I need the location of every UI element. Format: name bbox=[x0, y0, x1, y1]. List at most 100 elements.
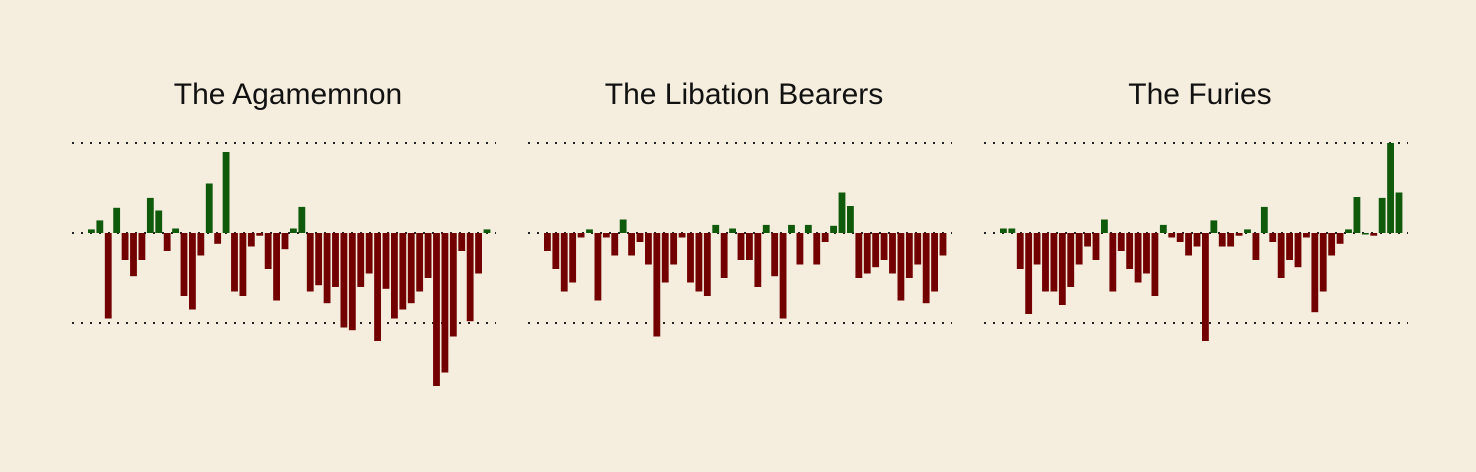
bar-0-41 bbox=[433, 233, 440, 386]
bar-2-14 bbox=[1117, 233, 1125, 251]
bar-1-35 bbox=[838, 192, 846, 233]
bar-0-33 bbox=[365, 233, 373, 274]
bar-0-12 bbox=[189, 233, 196, 310]
bar-1-15 bbox=[670, 233, 678, 265]
bar-1-8 bbox=[611, 233, 619, 256]
bar-0-47 bbox=[483, 229, 491, 233]
bar-0-30 bbox=[340, 233, 348, 328]
bar-1-18 bbox=[695, 233, 703, 292]
bar-1-3 bbox=[569, 233, 577, 283]
bar-0-37 bbox=[399, 233, 407, 310]
bar-1-2 bbox=[560, 233, 568, 292]
bar-2-42 bbox=[1353, 197, 1361, 233]
bar-0-24 bbox=[290, 228, 297, 233]
bar-2-9 bbox=[1075, 233, 1083, 265]
bar-0-10 bbox=[172, 228, 179, 233]
bar-0-31 bbox=[348, 233, 356, 331]
bar-1-45 bbox=[922, 233, 930, 304]
bar-2-34 bbox=[1286, 233, 1293, 260]
bar-2-24 bbox=[1202, 233, 1209, 341]
bar-0-20 bbox=[256, 233, 264, 236]
bar-1-28 bbox=[779, 233, 787, 319]
bar-0-8 bbox=[155, 210, 163, 233]
bar-2-35 bbox=[1294, 233, 1302, 268]
bar-2-10 bbox=[1084, 233, 1091, 247]
bar-1-38 bbox=[863, 233, 871, 274]
bar-2-32 bbox=[1269, 233, 1277, 242]
bar-1-39 bbox=[872, 233, 880, 268]
bar-1-13 bbox=[653, 233, 661, 337]
bar-0-15 bbox=[214, 233, 222, 244]
bar-0-26 bbox=[306, 233, 314, 292]
bar-0-35 bbox=[382, 233, 390, 289]
bar-0-22 bbox=[273, 233, 280, 301]
bar-2-6 bbox=[1050, 233, 1058, 292]
bar-0-38 bbox=[407, 233, 415, 304]
bar-2-37 bbox=[1311, 233, 1319, 313]
bar-1-46 bbox=[931, 233, 938, 292]
bar-0-16 bbox=[222, 152, 230, 233]
bar-1-10 bbox=[628, 233, 635, 256]
bar-0-6 bbox=[138, 233, 146, 260]
bar-2-7 bbox=[1058, 233, 1066, 305]
bar-0-39 bbox=[416, 233, 424, 292]
bar-2-15 bbox=[1126, 233, 1134, 269]
panel-2 bbox=[984, 142, 1408, 341]
panel-title-libation-bearers: The Libation Bearers bbox=[604, 78, 884, 111]
bar-0-42 bbox=[441, 233, 449, 373]
bar-0-40 bbox=[424, 233, 432, 278]
bar-0-21 bbox=[264, 233, 272, 269]
bar-0-14 bbox=[205, 183, 213, 233]
bar-2-30 bbox=[1252, 233, 1260, 260]
bar-0-2 bbox=[104, 233, 112, 319]
bar-1-0 bbox=[544, 233, 551, 251]
bar-2-39 bbox=[1328, 233, 1336, 256]
bar-0-0 bbox=[88, 229, 95, 233]
bar-1-31 bbox=[804, 224, 812, 233]
bar-0-25 bbox=[298, 206, 306, 233]
bar-1-30 bbox=[796, 233, 804, 265]
bar-0-13 bbox=[197, 233, 205, 256]
bar-1-42 bbox=[897, 233, 905, 301]
bar-1-29 bbox=[788, 224, 795, 233]
bar-1-44 bbox=[914, 233, 922, 265]
bar-0-36 bbox=[391, 233, 398, 319]
bar-2-40 bbox=[1336, 233, 1344, 244]
bar-2-17 bbox=[1143, 233, 1150, 274]
bar-2-41 bbox=[1345, 229, 1352, 233]
bar-1-14 bbox=[661, 233, 669, 283]
bar-2-21 bbox=[1176, 233, 1184, 242]
panel-title-agamemnon: The Agamemnon bbox=[173, 78, 403, 111]
bar-0-17 bbox=[231, 233, 238, 292]
bar-1-34 bbox=[830, 225, 837, 233]
bar-1-20 bbox=[712, 224, 720, 233]
bar-1-41 bbox=[889, 233, 896, 274]
bar-1-33 bbox=[821, 233, 829, 242]
bar-0-23 bbox=[281, 233, 289, 250]
bar-0-45 bbox=[466, 233, 474, 322]
bar-0-7 bbox=[146, 197, 154, 233]
bar-2-23 bbox=[1193, 233, 1201, 247]
bar-1-5 bbox=[586, 229, 593, 233]
bar-1-27 bbox=[771, 233, 779, 277]
bar-1-6 bbox=[594, 233, 602, 301]
bar-2-8 bbox=[1067, 233, 1075, 287]
bar-0-5 bbox=[130, 233, 137, 277]
bar-1-47 bbox=[939, 233, 947, 256]
bar-2-44 bbox=[1370, 233, 1378, 236]
bar-0-1 bbox=[96, 220, 104, 233]
bar-0-32 bbox=[357, 233, 365, 287]
bar-0-18 bbox=[239, 233, 247, 296]
bar-1-24 bbox=[746, 233, 753, 260]
bar-0-44 bbox=[458, 233, 466, 251]
bar-2-26 bbox=[1218, 233, 1226, 247]
bar-1-23 bbox=[737, 233, 745, 260]
bar-2-12 bbox=[1101, 219, 1108, 233]
bar-2-25 bbox=[1210, 220, 1218, 233]
bar-2-45 bbox=[1378, 197, 1386, 233]
bar-2-43 bbox=[1361, 233, 1369, 235]
bar-2-36 bbox=[1303, 233, 1310, 238]
bar-0-27 bbox=[315, 233, 323, 286]
